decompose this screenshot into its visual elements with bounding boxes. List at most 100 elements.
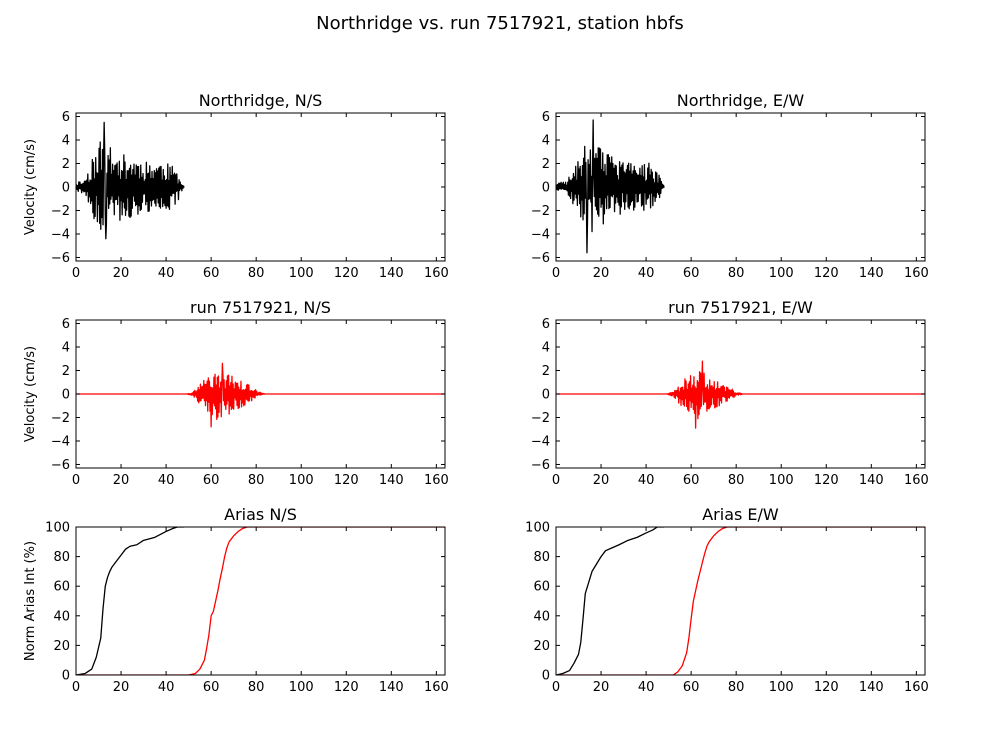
y-tick-label: −6 [51,458,70,473]
series-line-ew-arias-1 [556,527,925,675]
x-tick-label: 160 [424,680,449,695]
y-tick-label: 2 [542,364,550,379]
x-tick-label: 120 [814,680,839,695]
y-tick-label: 0 [62,181,70,196]
y-tick-label: 4 [542,341,550,356]
y-tick-label: −6 [51,251,70,266]
plot-frame [75,526,446,676]
y-tick-label: 4 [62,134,70,149]
panel-ns-data: 0 20 40 60 80 100 120 140 160 −6 −4 −2 0 2 4 6 Northridg… [23,91,449,281]
y-tick-label: 0 [542,669,550,684]
x-tick-label: 0 [552,473,560,488]
y-tick-label: 20 [533,639,550,654]
x-tick-label: 140 [379,680,404,695]
x-tick-label: 100 [289,473,314,488]
x-tick-label: 100 [289,266,314,281]
x-tick-label: 40 [158,266,175,281]
y-tick-label: 0 [542,388,550,403]
y-tick-label: 6 [62,317,70,332]
x-tick-label: 0 [72,680,80,695]
series-line-ew-syn-0 [556,360,925,429]
panel-ew-syn: 0 20 40 60 80 100 120 140 160 −6 −4 −2 0 2 4 6 run 75179… [531,298,929,488]
y-tick-label: −4 [531,227,550,242]
panel-title: run 7517921, N/S [190,298,331,317]
x-tick-label: 140 [859,680,884,695]
y-tick-label: 0 [542,181,550,196]
y-tick-label: −2 [51,204,70,219]
x-tick-label: 100 [769,266,794,281]
x-tick-label: 20 [593,680,610,695]
x-tick-label: 160 [424,473,449,488]
x-tick-label: 40 [638,680,655,695]
y-tick-label: −2 [51,411,70,426]
x-tick-label: 60 [683,680,700,695]
x-tick-label: 60 [203,680,220,695]
panel-title: Northridge, E/W [677,91,805,110]
series-line-ns-syn-0 [76,362,445,428]
x-tick-label: 60 [683,473,700,488]
y-tick-label: 2 [62,157,70,172]
x-tick-label: 140 [859,266,884,281]
y-tick-label: 60 [53,580,70,595]
x-tick-label: 40 [158,473,175,488]
series-line-ns-data-0 [76,121,185,240]
y-tick-label: 4 [62,341,70,356]
y-tick-label: 0 [62,388,70,403]
panel-title: Arias E/W [702,505,779,524]
panel-ew-arias: 0 20 40 60 80 100 120 140 160 0 20 40 60 80 100 Arias E… [525,505,929,695]
x-tick-label: 120 [334,680,359,695]
x-tick-label: 20 [593,473,610,488]
panel-title: Northridge, N/S [199,91,323,110]
y-tick-label: 2 [542,157,550,172]
series-line-ns-arias-1 [76,527,445,675]
x-tick-label: 60 [683,266,700,281]
panel-title: run 7517921, E/W [668,298,813,317]
x-tick-label: 20 [113,680,130,695]
x-tick-label: 120 [814,266,839,281]
y-tick-label: 80 [53,550,70,565]
x-tick-label: 140 [859,473,884,488]
y-axis-label: Norm Arias Int (%) [23,541,38,661]
series-group [76,121,185,240]
series-group [556,360,925,429]
x-tick-label: 120 [334,266,359,281]
y-tick-label: 100 [45,521,70,536]
x-tick-label: 80 [728,680,745,695]
y-tick-label: −2 [531,411,550,426]
x-tick-label: 120 [334,473,359,488]
panel-ns-syn: 0 20 40 60 80 100 120 140 160 −6 −4 −2 0 2 4 6 run 75179… [23,298,449,488]
x-tick-label: 0 [552,266,560,281]
x-tick-label: 80 [248,473,265,488]
x-tick-label: 140 [379,473,404,488]
x-tick-label: 160 [904,680,929,695]
series-group [556,119,665,254]
y-tick-label: 40 [533,609,550,624]
y-tick-label: 6 [542,110,550,125]
figure-title: Northridge vs. run 7517921, station hbfs [316,13,684,34]
y-axis-label: Velocity (cm/s) [23,139,38,235]
y-tick-label: 6 [62,110,70,125]
x-tick-label: 160 [424,266,449,281]
x-tick-label: 20 [113,266,130,281]
x-tick-label: 120 [814,473,839,488]
y-tick-label: 4 [542,134,550,149]
panel-ns-arias: 0 20 40 60 80 100 120 140 160 0 20 40 60 80 100 Arias N… [23,505,449,695]
x-tick-label: 0 [72,266,80,281]
x-tick-label: 0 [72,473,80,488]
panel-title: Arias N/S [224,505,297,524]
x-tick-label: 160 [904,473,929,488]
x-tick-label: 100 [769,473,794,488]
x-tick-label: 100 [289,680,314,695]
x-tick-label: 100 [769,680,794,695]
y-tick-label: 2 [62,364,70,379]
y-tick-label: −6 [531,251,550,266]
panel-ew-data: 0 20 40 60 80 100 120 140 160 −6 −4 −2 0 2 4 6 Northridg… [531,91,929,281]
series-line-ew-data-0 [556,119,665,254]
x-tick-label: 80 [728,266,745,281]
series-group [556,527,925,675]
series-group [76,362,445,428]
series-group [76,527,445,675]
x-tick-label: 80 [248,266,265,281]
